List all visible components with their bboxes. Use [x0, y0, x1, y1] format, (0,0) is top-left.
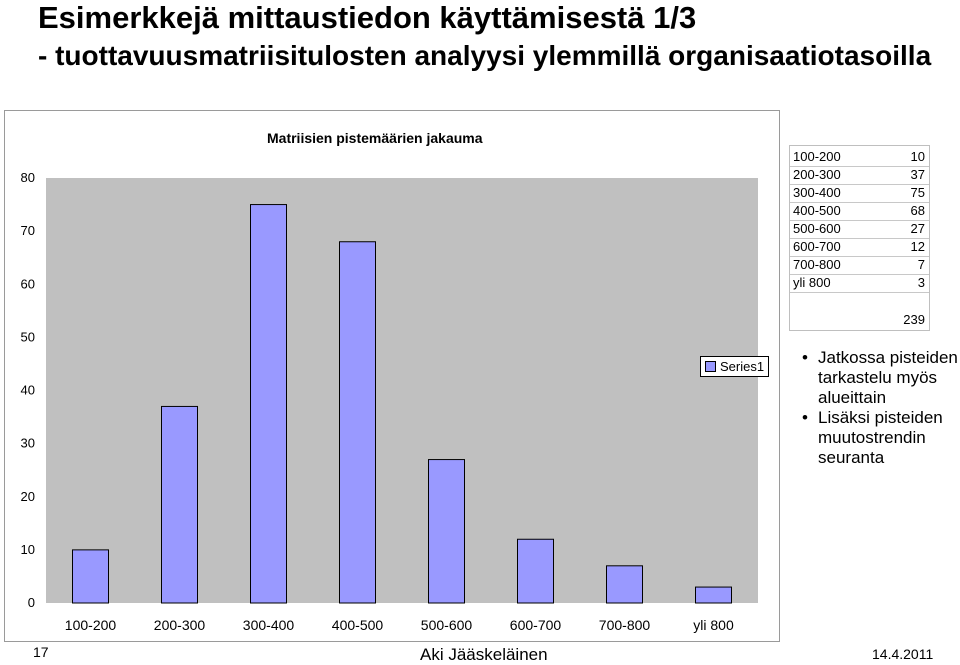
bullet-text: Lisäksi pisteiden muutostrendin seuranta — [818, 408, 943, 467]
bar — [517, 538, 554, 604]
table-row: 300-400 75 — [790, 184, 929, 202]
x-tick-label: 700-800 — [599, 617, 651, 633]
slide-title-line2: - tuottavuusmatriisitulosten analyysi yl… — [38, 40, 932, 71]
table-gridline — [790, 256, 929, 257]
bullet-text: Jatkossa pisteiden tarkastelu myös aluei… — [818, 348, 958, 407]
table-cell-count: 37 — [910, 167, 925, 182]
legend-label: Series1 — [720, 359, 765, 374]
y-tick-label: 10 — [21, 542, 35, 557]
table-row: 500-600 27 — [790, 220, 929, 238]
table-cell-range: 600-700 — [793, 239, 841, 254]
table-cell-range: 200-300 — [793, 167, 841, 182]
table-cell-range: 400-500 — [793, 203, 841, 218]
x-tick-label: yli 800 — [693, 617, 734, 633]
x-tick-label: 500-600 — [421, 617, 473, 633]
chart-legend: Series1 — [700, 356, 770, 377]
x-tick-label: 100-200 — [65, 617, 117, 633]
y-tick-label: 50 — [21, 329, 35, 344]
table-row: 400-500 68 — [790, 202, 929, 220]
y-tick-label: 0 — [28, 595, 35, 610]
x-tick-label: 400-500 — [332, 617, 384, 633]
table-cell-range: 500-600 — [793, 221, 841, 236]
bar — [606, 565, 643, 604]
table-row: 700-800 7 — [790, 256, 929, 274]
bullet-item: • Jatkossa pisteiden tarkastelu myös alu… — [800, 348, 960, 408]
bullet-list: • Jatkossa pisteiden tarkastelu myös alu… — [800, 348, 960, 468]
table-row: 100-200 10 — [790, 148, 929, 166]
embedded-data-table: 239 100-200 10 200-300 37 300-400 75 400-500 68… — [789, 145, 930, 331]
table-gridline — [790, 292, 929, 293]
slide-number: 17 — [33, 644, 49, 660]
table-total: 239 — [903, 312, 925, 327]
table-row: 200-300 37 — [790, 166, 929, 184]
footer-author: Aki Jääskeläinen — [420, 645, 548, 664]
table-cell-count: 27 — [910, 221, 925, 236]
bar-series — [72, 204, 732, 604]
slide-title-line1: Esimerkkejä mittaustiedon käyttämisestä … — [38, 0, 697, 35]
bullet-dot-icon: • — [802, 408, 808, 427]
x-tick-label: 600-700 — [510, 617, 562, 633]
y-tick-label: 70 — [21, 223, 35, 238]
y-tick-label: 60 — [21, 276, 35, 291]
table-gridline — [790, 238, 929, 239]
table-cell-range: 300-400 — [793, 185, 841, 200]
bar — [72, 549, 109, 604]
bar — [695, 586, 732, 604]
y-tick-label: 40 — [21, 383, 35, 398]
table-row: 600-700 12 — [790, 238, 929, 256]
table-cell-count: 12 — [910, 239, 925, 254]
table-cell-range: 100-200 — [793, 149, 841, 164]
table-gridline — [790, 184, 929, 185]
table-cell-count: 7 — [917, 257, 925, 272]
bullet-dot-icon: • — [802, 348, 808, 367]
y-tick-label: 80 — [21, 170, 35, 185]
footer-date: 14.4.2011 — [872, 646, 934, 662]
table-gridline — [790, 166, 929, 167]
bar — [250, 204, 287, 604]
table-gridline — [790, 220, 929, 221]
table-cell-count: 3 — [917, 275, 925, 290]
x-tick-label: 200-300 — [154, 617, 206, 633]
y-axis: 0 10 20 30 40 50 60 70 80 — [21, 170, 35, 610]
table-cell-count: 75 — [910, 185, 925, 200]
table-cell-range: yli 800 — [793, 275, 831, 290]
y-tick-label: 30 — [21, 436, 35, 451]
x-axis: 100-200 200-300 300-400 400-500 500-600 600-7… — [65, 617, 734, 633]
table-gridline — [790, 202, 929, 203]
plot-area — [46, 178, 758, 603]
table-cell-count: 10 — [910, 149, 925, 164]
chart-title: Matriisien pistemäärien jakauma — [267, 130, 483, 146]
bullet-item: • Lisäksi pisteiden muutostrendin seuran… — [800, 408, 960, 468]
table-gridline — [790, 274, 929, 275]
table-cell-count: 68 — [910, 203, 925, 218]
y-tick-label: 20 — [21, 489, 35, 504]
x-tick-label: 300-400 — [243, 617, 295, 633]
bar — [339, 241, 376, 604]
bar — [428, 459, 465, 604]
legend-swatch — [705, 361, 716, 372]
table-row: yli 800 3 — [790, 274, 929, 292]
bar — [161, 405, 198, 604]
table-cell-range: 700-800 — [793, 257, 841, 272]
